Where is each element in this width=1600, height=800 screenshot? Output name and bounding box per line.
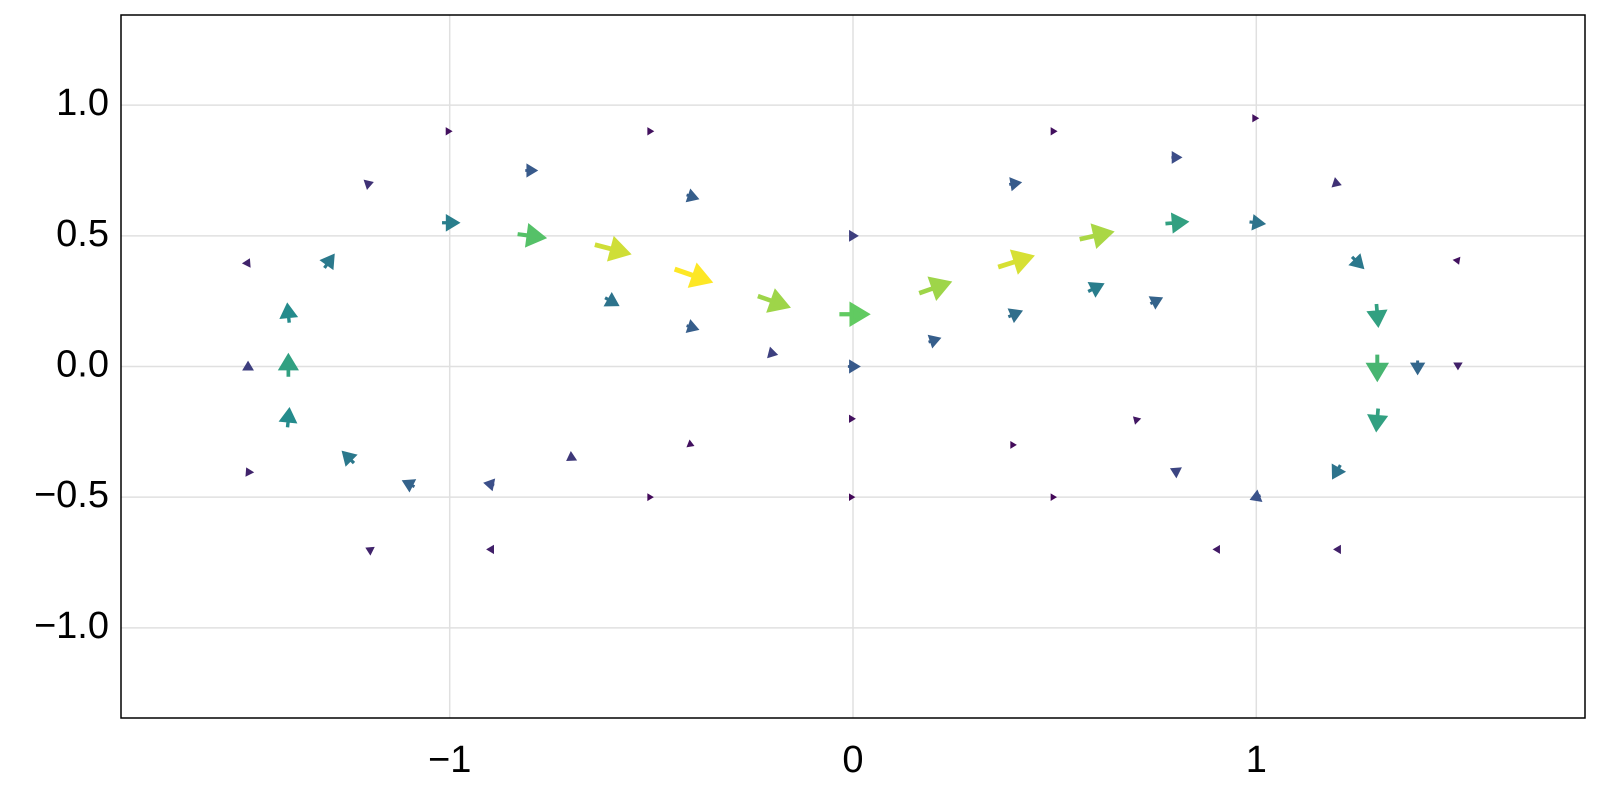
arrow — [319, 253, 335, 271]
arrow — [927, 334, 942, 349]
arrow — [1010, 440, 1017, 449]
x-tick-label: 1 — [1246, 739, 1267, 781]
arrow — [1365, 354, 1390, 383]
arrow — [241, 258, 251, 268]
arrow — [673, 262, 714, 288]
y-tick-label: 0.5 — [56, 213, 109, 255]
arrow — [686, 439, 695, 448]
arrow — [566, 451, 578, 462]
arrow — [401, 479, 417, 493]
arrow — [647, 127, 655, 136]
arrow — [341, 450, 358, 467]
arrow — [1333, 544, 1341, 555]
arrow — [363, 179, 374, 190]
arrow — [757, 288, 791, 313]
arrow — [849, 229, 859, 242]
arrow — [442, 213, 461, 232]
arrow — [1452, 256, 1461, 265]
arrow — [1366, 303, 1388, 329]
arrow — [1331, 177, 1342, 188]
arrow — [997, 249, 1035, 275]
arrow — [849, 414, 856, 423]
arrow — [279, 302, 299, 323]
x-tick-label: −1 — [428, 739, 471, 781]
arrow — [278, 406, 298, 428]
arrow — [685, 188, 700, 203]
arrow — [1007, 308, 1024, 324]
arrow — [242, 360, 254, 371]
arrow — [849, 493, 856, 501]
arrow — [767, 346, 779, 359]
arrow — [918, 276, 953, 302]
arrow — [525, 163, 539, 178]
y-tick-label: 0.0 — [56, 344, 109, 386]
y-tick-label: −1.0 — [34, 605, 109, 647]
y-tick-label: −0.5 — [34, 474, 109, 516]
arrow — [1249, 489, 1263, 502]
arrow — [1050, 127, 1058, 136]
arrow — [1008, 177, 1023, 192]
arrow — [1087, 281, 1105, 298]
arrow — [839, 301, 871, 327]
arrow — [1252, 114, 1260, 123]
arrow — [1079, 223, 1115, 249]
arrow — [365, 546, 375, 556]
arrow — [1409, 360, 1426, 376]
arrow — [245, 467, 255, 477]
arrow — [1367, 408, 1389, 433]
arrow — [603, 292, 620, 307]
arrow — [594, 235, 632, 262]
arrow — [486, 544, 494, 555]
arrow — [647, 493, 654, 502]
arrow — [1249, 214, 1267, 231]
arrow — [1169, 467, 1182, 479]
arrow — [1171, 150, 1183, 164]
arrow — [1212, 544, 1220, 554]
arrow — [1050, 493, 1057, 501]
arrow — [685, 319, 700, 333]
arrow — [1348, 253, 1365, 270]
arrow — [1148, 296, 1164, 310]
y-tick-label: 1.0 — [56, 82, 109, 124]
arrow — [1331, 463, 1347, 480]
arrow — [483, 478, 496, 492]
arrow — [1165, 212, 1190, 234]
arrow — [277, 352, 299, 377]
arrow — [445, 127, 453, 136]
arrow — [517, 223, 548, 248]
arrow — [1453, 362, 1463, 371]
x-tick-label: 0 — [842, 739, 863, 781]
arrow — [1132, 416, 1142, 425]
arrow — [847, 359, 861, 374]
plot-frame — [120, 14, 1586, 719]
